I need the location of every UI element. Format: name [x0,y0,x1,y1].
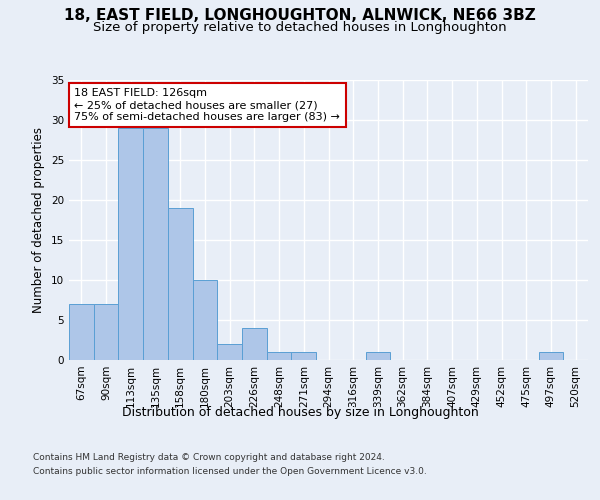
Bar [69,304,94,360]
Bar [539,352,563,360]
Text: Contains HM Land Registry data © Crown copyright and database right 2024.: Contains HM Land Registry data © Crown c… [33,454,385,462]
Bar [292,352,316,360]
Bar [365,352,390,360]
Text: Size of property relative to detached houses in Longhoughton: Size of property relative to detached ho… [93,21,507,34]
Y-axis label: Number of detached properties: Number of detached properties [32,127,46,313]
Bar [94,304,118,360]
Text: Distribution of detached houses by size in Longhoughton: Distribution of detached houses by size … [122,406,478,419]
Bar [217,344,242,360]
Text: Contains public sector information licensed under the Open Government Licence v3: Contains public sector information licen… [33,467,427,476]
Bar [193,280,217,360]
Bar [118,128,143,360]
Bar [143,128,168,360]
Bar [168,208,193,360]
Text: 18 EAST FIELD: 126sqm
← 25% of detached houses are smaller (27)
75% of semi-deta: 18 EAST FIELD: 126sqm ← 25% of detached … [74,88,340,122]
Bar [242,328,267,360]
Text: 18, EAST FIELD, LONGHOUGHTON, ALNWICK, NE66 3BZ: 18, EAST FIELD, LONGHOUGHTON, ALNWICK, N… [64,8,536,22]
Bar [267,352,292,360]
